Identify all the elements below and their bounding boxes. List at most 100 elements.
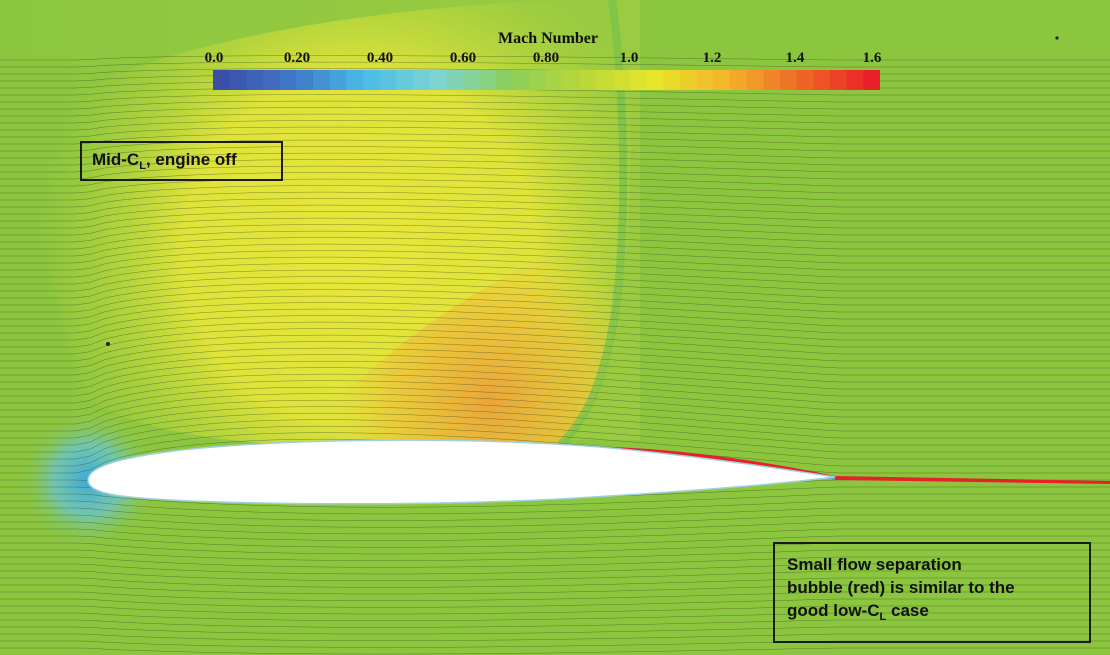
colorbar-band <box>763 70 781 90</box>
streamline <box>0 598 1110 608</box>
colorbar-band <box>496 70 514 90</box>
colorbar-tick: 0.80 <box>532 50 560 66</box>
streamline <box>0 256 1110 278</box>
streamline <box>0 507 1110 521</box>
colorbar-band <box>213 70 231 90</box>
case-label-box: Mid-CL, engine off <box>80 141 283 181</box>
streamline <box>0 204 1110 222</box>
colorbar-band <box>296 70 314 90</box>
colorbar-band <box>646 70 664 90</box>
case-label-subscript: L <box>139 160 146 172</box>
colorbar-band <box>679 70 698 90</box>
streamline <box>0 178 1110 194</box>
streamline <box>0 185 1110 201</box>
annotation-line3-prefix: good low-C <box>787 601 880 620</box>
streamline <box>0 191 1110 208</box>
streamline <box>0 647 1110 655</box>
colorbar-tick: 0.40 <box>366 50 394 66</box>
streamline <box>0 172 1110 187</box>
streamline <box>0 289 1110 313</box>
colorbar-band <box>346 70 364 90</box>
annotation-line: Small flow separation <box>787 555 962 574</box>
streamline <box>0 591 1110 601</box>
colorbar-band <box>413 70 431 90</box>
colorbar-band <box>513 70 531 90</box>
colorbar-band <box>546 70 564 90</box>
streamline <box>0 100 1110 110</box>
streamline <box>0 120 1110 131</box>
colorbar-tick: 0.60 <box>449 50 477 66</box>
streamline <box>0 198 1110 215</box>
streamline <box>0 399 1110 432</box>
colorbar-band <box>396 70 414 90</box>
colorbar-band <box>629 70 648 90</box>
streamline <box>0 328 1110 355</box>
colorbar-title: Mach Number <box>498 30 598 47</box>
colorbar-tick: 1.0 <box>619 50 639 66</box>
colorbar-band <box>663 70 681 90</box>
streamline <box>0 549 1110 561</box>
colorbar-band <box>529 70 548 90</box>
streamline <box>0 535 1110 548</box>
streamline <box>0 500 1110 515</box>
streamline <box>0 334 1110 362</box>
streamline <box>0 354 1110 383</box>
streamline <box>0 295 1110 320</box>
colorbar-tick: 0.0 <box>204 50 224 66</box>
colorbar-tick: 1.6 <box>862 50 882 66</box>
colorbar-band <box>329 70 348 90</box>
streamline <box>0 107 1110 117</box>
colorbar-band <box>563 70 581 90</box>
streamline <box>0 250 1110 271</box>
colorbar-band <box>796 70 814 90</box>
streamline <box>0 612 1110 621</box>
colorbar-band <box>746 70 764 90</box>
case-label-suffix: , engine off <box>145 150 237 169</box>
colorbar-band <box>813 70 831 90</box>
colorbar-band <box>463 70 481 90</box>
streamline <box>0 224 1110 243</box>
case-label-prefix: Mid-C <box>92 150 140 169</box>
colorbar-band <box>696 70 714 90</box>
colorbar-band <box>579 70 598 90</box>
streamline <box>0 577 1110 588</box>
streamline <box>0 321 1110 348</box>
colorbar-band <box>246 70 264 90</box>
streamline <box>0 367 1110 397</box>
pre-shock-core <box>300 250 613 446</box>
colorbar-tick: 0.20 <box>283 50 311 66</box>
colorbar-band <box>379 70 398 90</box>
streamline <box>0 386 1110 418</box>
streamline <box>0 432 1110 467</box>
streamline <box>0 243 1110 264</box>
streamline <box>0 360 1110 390</box>
streamline <box>0 61 1110 68</box>
airfoil <box>87 439 836 505</box>
colorbar-band <box>229 70 247 90</box>
streamline <box>0 263 1110 285</box>
streamline <box>0 94 1110 103</box>
colorbar-band <box>779 70 798 90</box>
colorbar <box>213 70 880 90</box>
colorbar-band <box>613 70 631 90</box>
colorbar-band <box>446 70 464 90</box>
field-speck <box>1055 36 1059 40</box>
streamline <box>0 341 1110 369</box>
streamline <box>0 514 1110 528</box>
streamline <box>0 373 1110 404</box>
streamline <box>0 237 1110 257</box>
annotation-subscript: L <box>879 611 887 623</box>
colorbar-band <box>713 70 731 90</box>
streamline <box>0 230 1110 250</box>
streamline <box>0 159 1110 173</box>
annotation-line: good low-CL case <box>787 599 1089 623</box>
streamline <box>0 126 1110 138</box>
streamline <box>0 315 1110 341</box>
streamline <box>0 152 1110 166</box>
colorbar-band <box>596 70 614 90</box>
streamline <box>0 528 1110 541</box>
colorbar-band <box>479 70 498 90</box>
streamline <box>0 406 1110 439</box>
colorbar-band <box>846 70 864 90</box>
streamline <box>0 308 1110 334</box>
